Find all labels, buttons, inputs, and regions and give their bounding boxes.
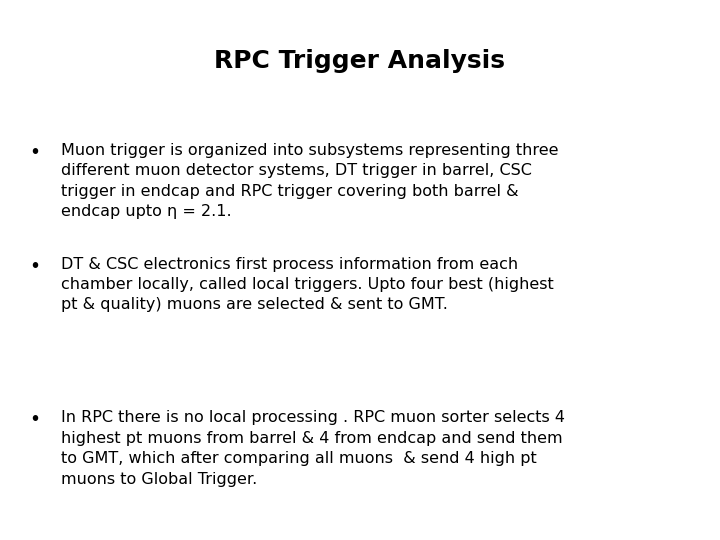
- Text: DT & CSC electronics first process information from each
chamber locally, called: DT & CSC electronics first process infor…: [61, 256, 554, 312]
- Text: •: •: [29, 256, 40, 275]
- Text: Muon trigger is organized into subsystems representing three
different muon dete: Muon trigger is organized into subsystem…: [61, 143, 559, 219]
- Text: In RPC there is no local processing . RPC muon sorter selects 4
highest pt muons: In RPC there is no local processing . RP…: [61, 410, 565, 487]
- Text: •: •: [29, 410, 40, 429]
- Text: •: •: [29, 143, 40, 162]
- Text: RPC Trigger Analysis: RPC Trigger Analysis: [215, 49, 505, 72]
